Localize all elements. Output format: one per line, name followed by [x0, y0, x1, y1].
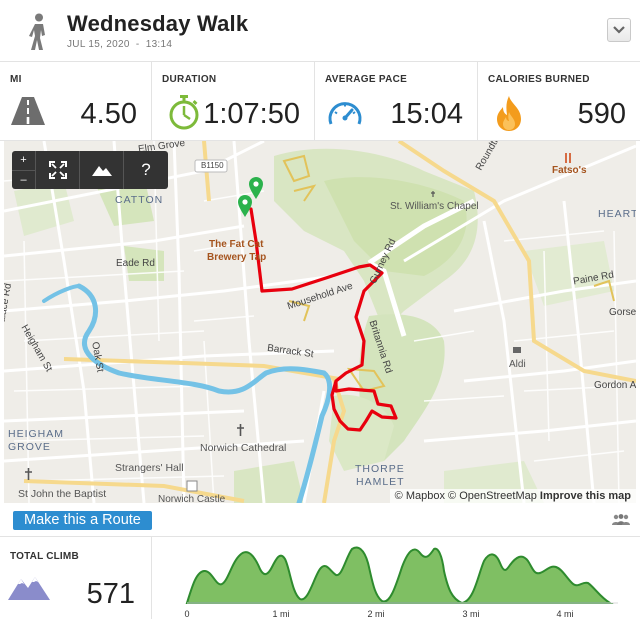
elevation-profile-chart[interactable]: 0 1 mi 2 mi 3 mi 4 mi — [160, 537, 630, 619]
activity-time: 13:14 — [145, 39, 173, 50]
label-norwich-castle: Norwich Castle — [158, 494, 226, 503]
stat-label: CALORIES BURNED — [488, 74, 590, 85]
stat-value: 590 — [577, 98, 626, 130]
road-icon — [11, 97, 45, 125]
stat-label: MI — [10, 74, 22, 85]
stat-distance: MI 4.50 — [0, 62, 152, 141]
label-norwich-cathedral: Norwich Cathedral — [200, 442, 287, 454]
map-controls: + – ? — [12, 151, 168, 189]
label-st-john-baptist: St John the Baptist — [18, 488, 107, 500]
label-thorpe-hamlet-1: THORPE — [355, 463, 405, 475]
axis-tick: 2 mi — [367, 609, 384, 619]
people-icon[interactable] — [612, 514, 630, 526]
zoom-controls: + – — [12, 151, 36, 189]
make-route-button[interactable]: Make this a Route — [13, 511, 152, 530]
map-canvas[interactable] — [4, 141, 636, 503]
axis-tick: 0 — [184, 609, 189, 619]
stat-value: 1:07:50 — [203, 98, 300, 130]
expand-icon — [48, 161, 67, 179]
activity-date: JUL 15, 2020 — [67, 39, 130, 50]
total-climb-value: 571 — [86, 578, 135, 610]
label-st-williams-chapel: St. William's Chapel — [390, 201, 479, 212]
flame-icon — [497, 96, 521, 131]
stats-row: MI 4.50 DURATION 1:07:50 AVERAGE PACE — [0, 62, 640, 141]
help-button[interactable]: ? — [141, 160, 151, 179]
activity-header: Wednesday Walk JUL 15, 2020 - 13:14 — [0, 0, 640, 62]
mapbox-credit-link[interactable]: © Mapbox — [394, 490, 445, 502]
axis-tick: 4 mi — [556, 609, 573, 619]
label-fatsos: Fatso's — [552, 165, 587, 176]
stat-value: 4.50 — [80, 98, 137, 130]
chevron-down-icon — [613, 26, 625, 34]
label-eade-rd: Eade Rd — [116, 258, 155, 269]
mountain-icon — [91, 166, 112, 176]
zoom-out-button[interactable]: – — [12, 169, 35, 190]
stat-label: DURATION — [162, 74, 217, 85]
label-thorpe-hamlet-2: HAMLET — [356, 476, 405, 488]
stat-label: AVERAGE PACE — [325, 74, 408, 85]
speedometer-icon — [328, 102, 362, 125]
label-brewery-tap: Brewery Tap — [207, 252, 267, 263]
label-heigham-grove-2: GROVE — [8, 441, 51, 453]
actions-dropdown-button[interactable] — [607, 18, 631, 42]
stat-pace: AVERAGE PACE 15:04 — [315, 62, 478, 141]
climb-section: TOTAL CLIMB 571 0 1 mi 2 mi 3 mi 4 mi — [0, 536, 640, 619]
activity-datetime: JUL 15, 2020 - 13:14 — [67, 39, 172, 50]
date-separator: - — [135, 39, 140, 50]
walker-icon — [29, 13, 45, 50]
label-fat-cat: The Fat Cat — [209, 239, 264, 250]
label-heigham-grove-1: HEIGHAM — [8, 428, 65, 440]
label-gordon-av: Gordon Av — [594, 380, 636, 391]
zoom-in-button[interactable]: + — [20, 154, 27, 167]
route-map[interactable]: CATTON HEIGHAM GROVE THORPE HAMLET HEART… — [4, 141, 636, 503]
stat-calories: CALORIES BURNED 590 — [478, 62, 640, 141]
osm-credit-link[interactable]: © OpenStreetMap — [448, 490, 537, 502]
label-b1150: B1150 — [201, 161, 224, 170]
stat-value: 15:04 — [390, 98, 463, 130]
label-gorse: Gorse — [609, 307, 636, 318]
activity-title: Wednesday Walk — [67, 11, 249, 36]
stopwatch-icon — [169, 95, 199, 130]
label-heart: HEART — [598, 208, 636, 220]
improve-map-link[interactable]: Improve this map — [539, 490, 631, 502]
mountain-icon — [8, 577, 50, 600]
label-aldi: Aldi — [509, 359, 526, 370]
axis-tick: 3 mi — [462, 609, 479, 619]
stat-duration: DURATION 1:07:50 — [152, 62, 315, 141]
terrain-button[interactable] — [80, 151, 124, 189]
route-bar: Make this a Route — [0, 503, 640, 536]
map-attribution: © Mapbox © OpenStreetMap Improve this ma… — [389, 489, 636, 503]
axis-tick: 1 mi — [272, 609, 289, 619]
label-strangers-hall: Strangers' Hall — [115, 462, 184, 474]
total-climb-panel: TOTAL CLIMB 571 — [0, 537, 152, 619]
label-catton: CATTON — [115, 194, 164, 206]
fullscreen-button[interactable] — [36, 151, 80, 189]
total-climb-label: TOTAL CLIMB — [10, 551, 79, 562]
